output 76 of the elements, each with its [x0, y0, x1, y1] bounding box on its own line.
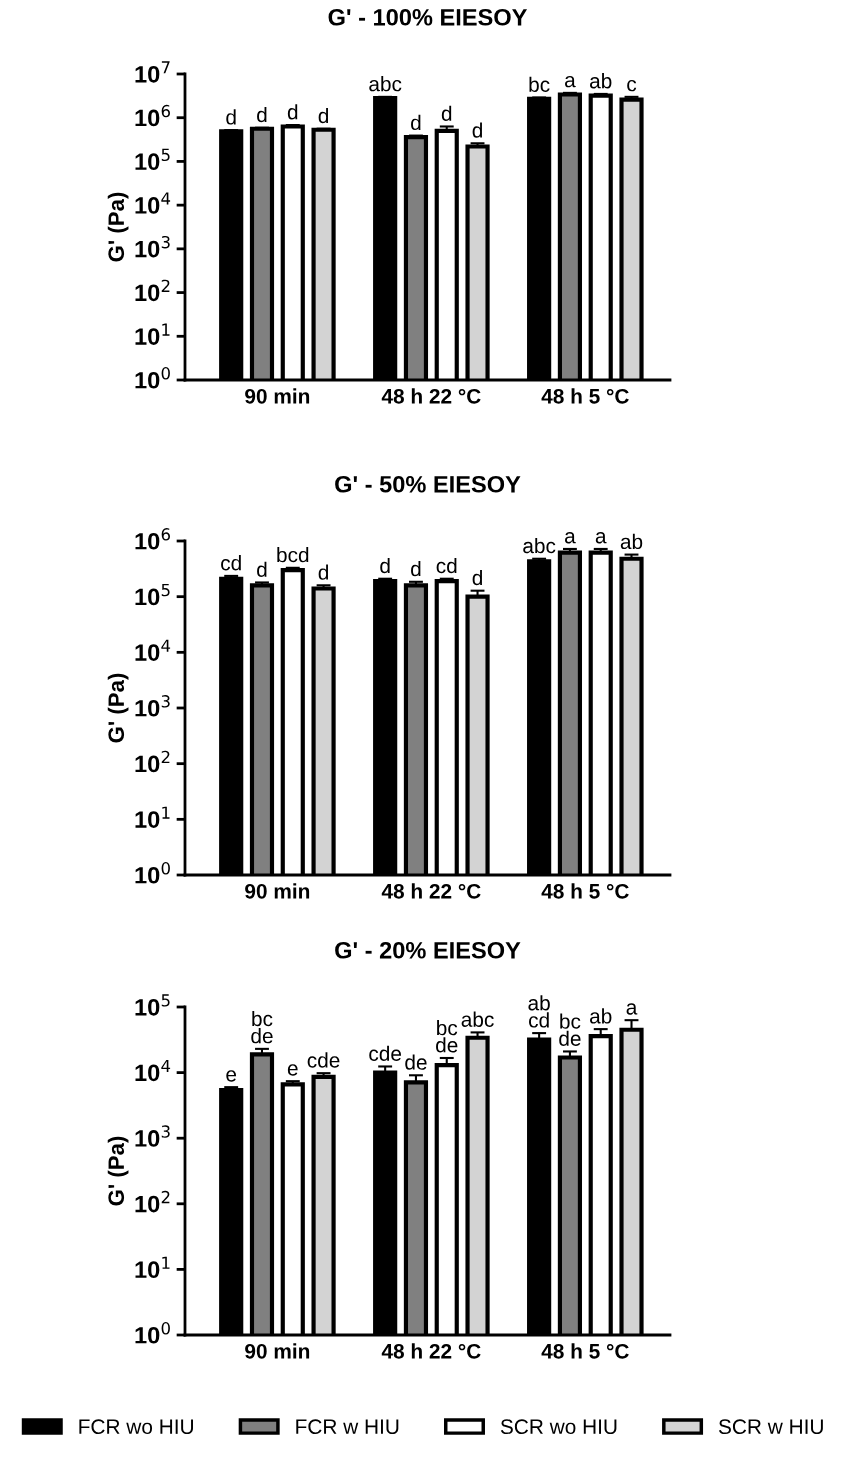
data-label: a: [565, 532, 576, 544]
data-label: d: [318, 107, 329, 124]
data-label: ab: [620, 533, 643, 550]
y-tick-label: 10$^{6}$: [135, 528, 170, 550]
x-tick-label: 48 h 5 °C: [541, 883, 629, 899]
y-tick-label: 10$^{0}$: [135, 1322, 170, 1344]
data-label: ab: [590, 73, 612, 89]
x-tick-label: 48 h 22 °C: [381, 883, 481, 899]
y-tick-label: 10$^{7}$: [135, 61, 170, 83]
y-tick-label: 10$^{2}$: [135, 1190, 170, 1213]
y-tick-label: 10$^{3}$: [135, 1125, 170, 1147]
legend-label: FCR w HIU: [296, 1419, 399, 1435]
data-label: bc de: [436, 1020, 458, 1053]
data-label: c: [627, 79, 637, 92]
chart-title: G' - 50% EIESOY: [335, 475, 521, 493]
y-tick-label: 10$^{5}$: [135, 148, 170, 171]
y-tick-label: 10$^{1}$: [135, 323, 170, 345]
data-label: d: [318, 564, 329, 580]
data-label: a: [595, 532, 607, 544]
y-tick-label: 10$^{4}$: [135, 639, 171, 661]
data-label: e: [287, 1064, 298, 1076]
data-label: cde: [307, 1052, 340, 1068]
data-label: d: [287, 104, 298, 120]
data-label: bc de: [559, 1013, 581, 1046]
x-tick-label: 90 min: [245, 388, 310, 404]
y-tick-label: 10$^{5}$: [135, 994, 170, 1016]
data-label: d: [257, 106, 267, 123]
data-label: d: [226, 109, 236, 125]
data-label: abc: [523, 537, 556, 554]
data-label: cd: [221, 555, 241, 571]
x-tick-label: 90 min: [245, 883, 310, 899]
y-tick-label: 10$^{3}$: [135, 695, 170, 717]
x-tick-label: 48 h 5 °C: [541, 1343, 629, 1359]
data-label: cd: [436, 557, 457, 574]
y-tick-label: 10$^{2}$: [135, 279, 170, 302]
data-label: e: [226, 1070, 237, 1082]
data-label: a: [565, 75, 576, 88]
data-label: bc de: [251, 1010, 273, 1044]
legend-label: FCR wo HIU: [79, 1419, 193, 1435]
data-label: bc: [529, 76, 550, 92]
y-tick-label: 10$^{1}$: [135, 806, 170, 828]
data-label: a: [626, 1003, 638, 1015]
y-tick-label: 10$^{0}$: [135, 862, 170, 884]
data-label: abc: [461, 1011, 494, 1027]
legend-label: SCR wo HIU: [500, 1419, 617, 1435]
y-tick-label: 10$^{6}$: [135, 104, 170, 127]
data-label: cde: [369, 1045, 402, 1061]
y-tick-label: 10$^{5}$: [135, 583, 170, 606]
data-label: abc: [369, 76, 402, 92]
y-tick-label: 10$^{2}$: [135, 750, 170, 773]
legend-label: SCR w HIU: [718, 1419, 823, 1435]
data-label: d: [472, 122, 482, 138]
x-tick-label: 48 h 22 °C: [381, 1343, 481, 1359]
chart-title: G' - 20% EIESOY: [335, 941, 521, 959]
data-label: d: [411, 560, 421, 577]
data-label: d: [411, 114, 421, 131]
y-axis-title: G' (Pa): [107, 673, 129, 743]
y-tick-label: 10$^{1}$: [135, 1256, 170, 1279]
x-tick-label: 48 h 5 °C: [541, 388, 629, 404]
x-tick-label: 90 min: [245, 1343, 310, 1359]
data-label: d: [472, 569, 482, 586]
data-label: d: [441, 105, 452, 121]
data-label: ab: [590, 1008, 612, 1024]
data-label: ab cd: [528, 995, 550, 1028]
y-tick-label: 10$^{0}$: [135, 367, 170, 389]
data-label: d: [257, 561, 267, 577]
data-label: bcd: [277, 546, 309, 563]
y-tick-label: 10$^{4}$: [135, 1059, 171, 1082]
data-label: d: [380, 557, 390, 574]
y-tick-label: 10$^{4}$: [135, 192, 171, 214]
y-tick-label: 10$^{3}$: [135, 235, 170, 258]
y-axis-title: G' (Pa): [107, 1136, 129, 1206]
y-axis-title: G' (Pa): [107, 192, 129, 262]
x-tick-label: 48 h 22 °C: [381, 388, 481, 404]
data-label: de: [405, 1054, 427, 1070]
chart-title: G' - 100% EIESOY: [328, 8, 528, 26]
